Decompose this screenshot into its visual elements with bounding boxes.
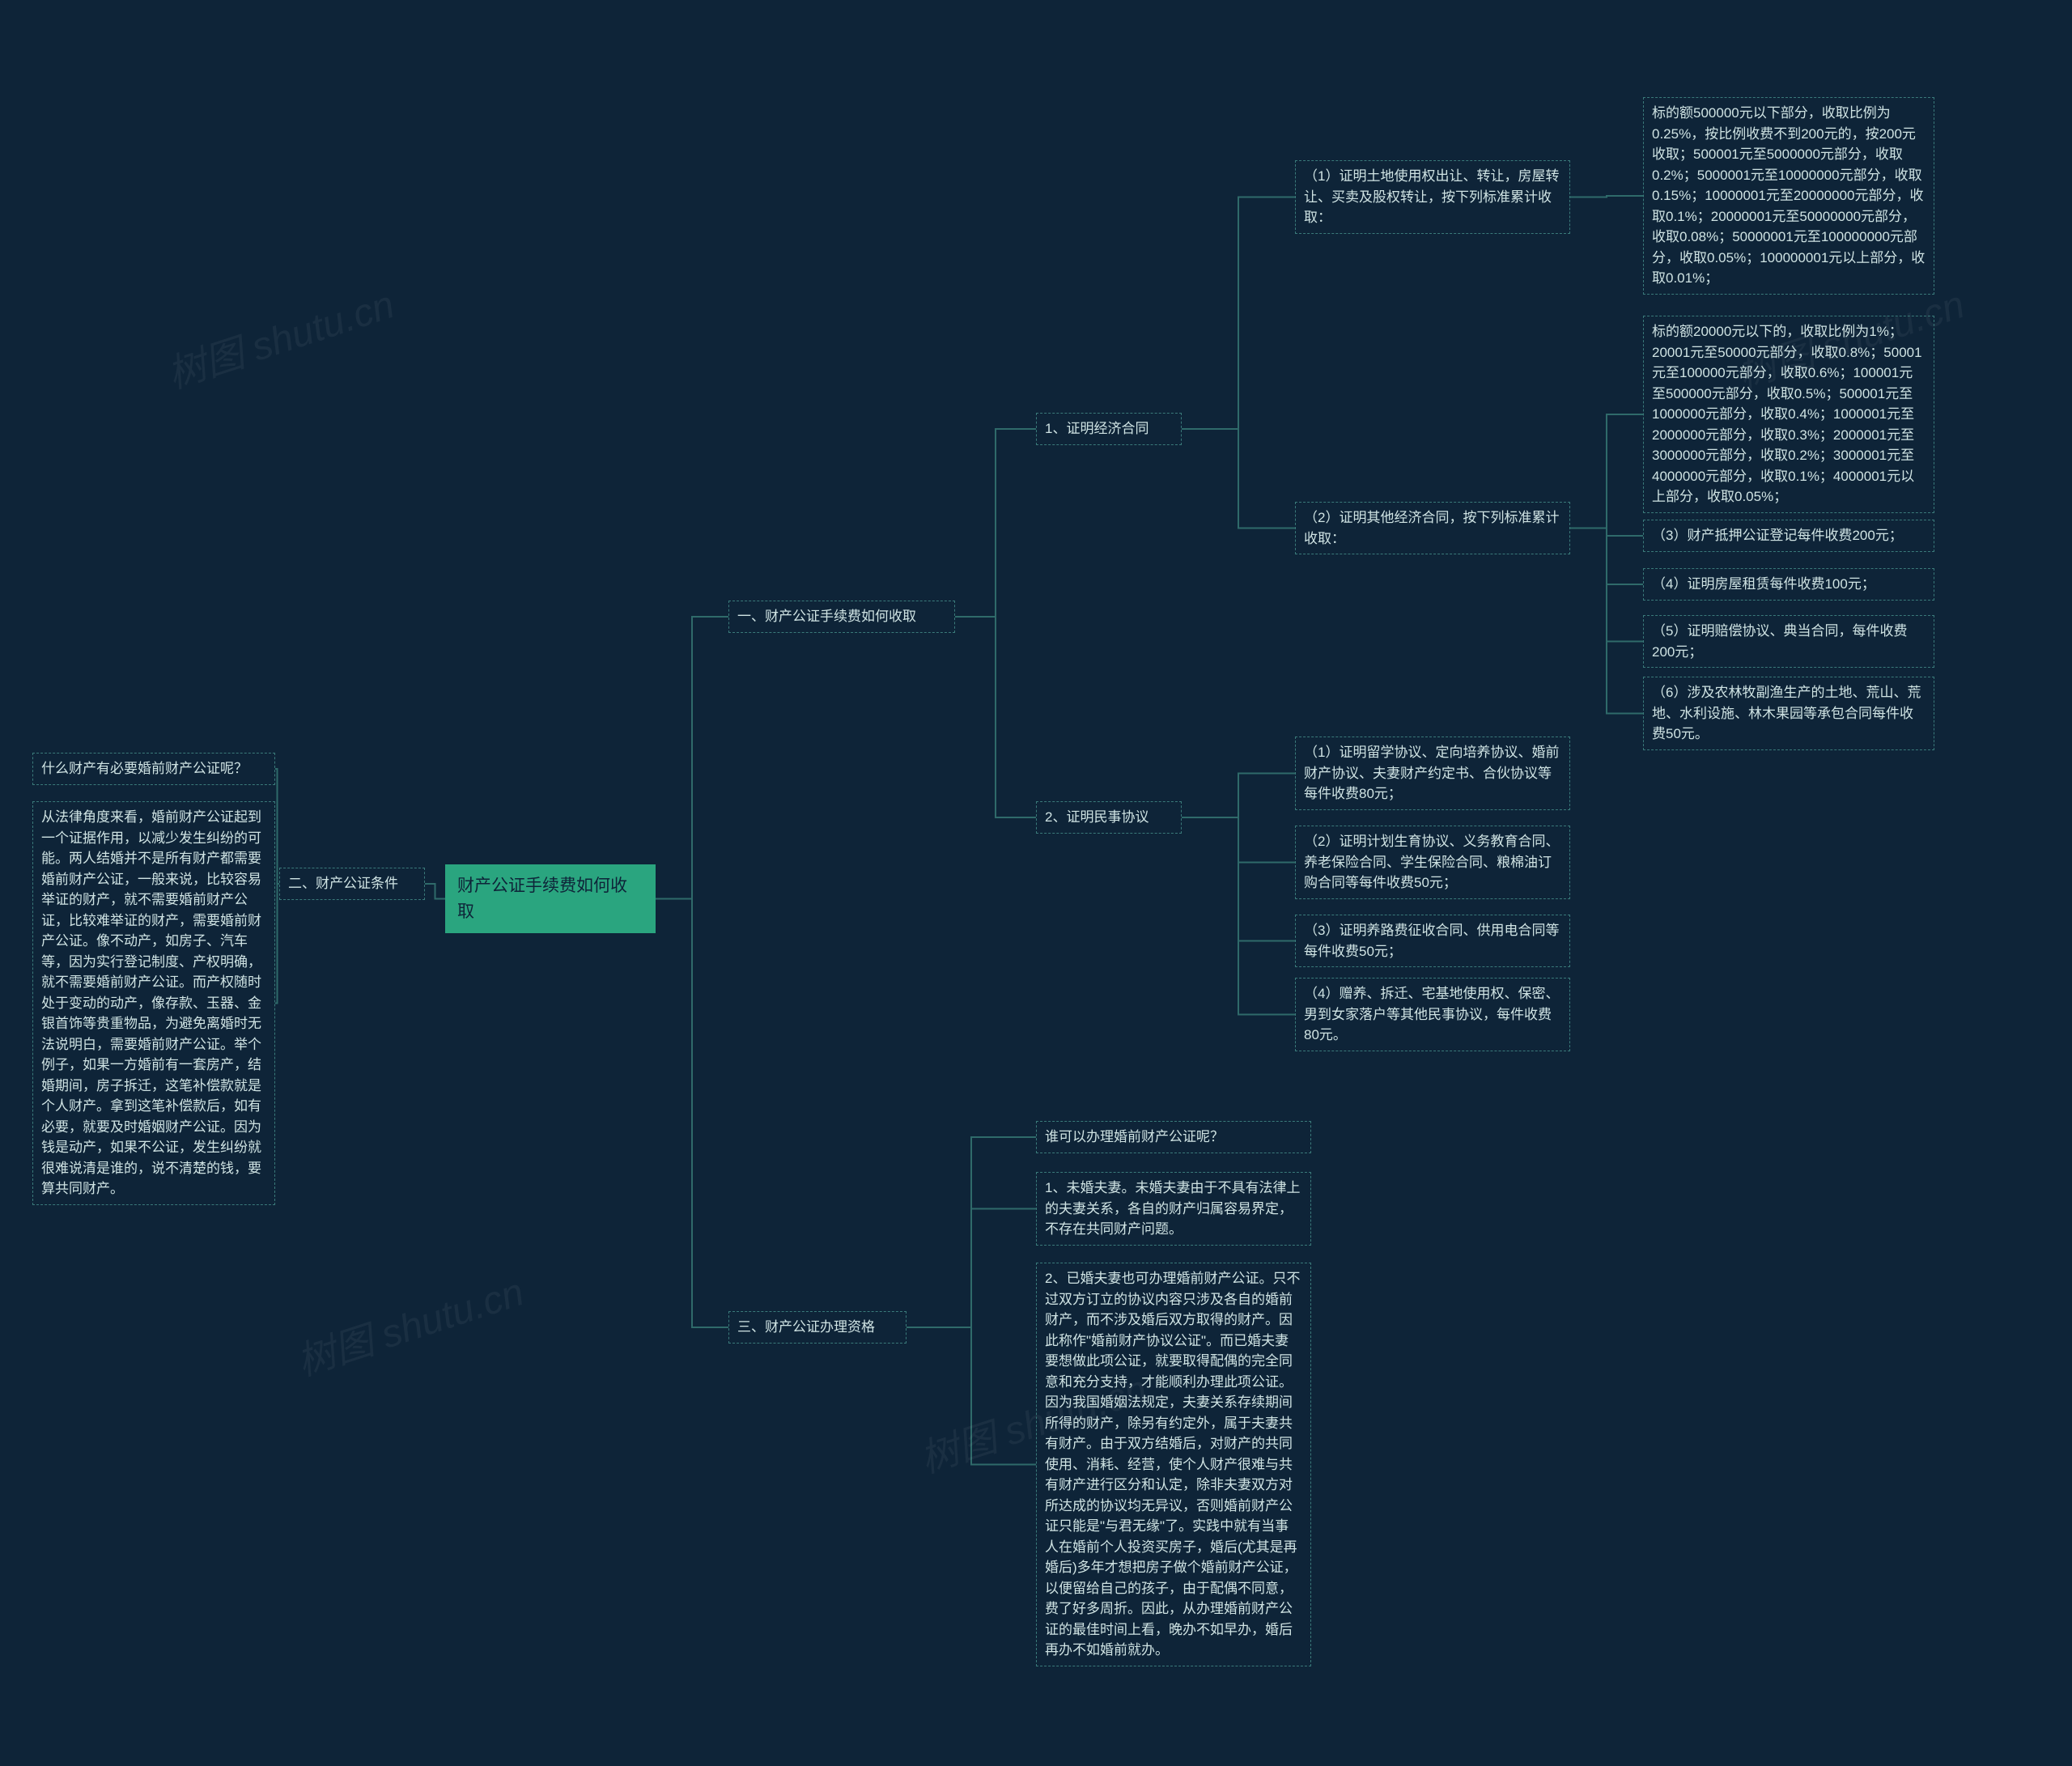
node-s1a2c5: （5）证明赔偿协议、典当合同，每件收费200元； [1643, 615, 1934, 668]
connector [906, 1137, 1036, 1327]
node-s1b1: （1）证明留学协议、定向培养协议、婚前财产协议、夫妻财产约定书、合伙协议等每件收… [1295, 737, 1570, 810]
connector [955, 617, 1036, 817]
node-s3q: 谁可以办理婚前财产公证呢？ [1036, 1121, 1311, 1153]
node-s1a2: （2）证明其他经济合同，按下列标准累计收取： [1295, 502, 1570, 554]
connector [906, 1209, 1036, 1328]
watermark: 树图 shutu.cn [159, 273, 400, 399]
node-s1a2c4: （4）证明房屋租赁每件收费100元； [1643, 568, 1934, 601]
node-s3b: 2、已婚夫妻也可办理婚前财产公证。只不过双方订立的协议内容只涉及各自的婚前财产，… [1036, 1263, 1311, 1666]
connector [1570, 529, 1643, 585]
connector [425, 884, 445, 899]
node-s2: 二、财产公证条件 [279, 868, 425, 900]
connector [275, 769, 279, 884]
connector [275, 884, 279, 1004]
connector [1182, 197, 1295, 430]
connector [1182, 817, 1295, 941]
node-s1: 一、财产公证手续费如何收取 [728, 601, 955, 633]
connector [1570, 196, 1643, 197]
watermark: 树图 shutu.cn [288, 1260, 529, 1386]
connector [1182, 774, 1295, 818]
node-s3a: 1、未婚夫妻。未婚夫妻由于不具有法律上的夫妻关系，各自的财产归属容易界定，不存在… [1036, 1172, 1311, 1246]
node-s1a2c3: （3）财产抵押公证登记每件收费200元； [1643, 520, 1934, 552]
node-s2d: 从法律角度来看，婚前财产公证起到一个证据作用，以减少发生纠纷的可能。两人结婚并不… [32, 801, 275, 1205]
connector [656, 899, 728, 1328]
node-s1b2: （2）证明计划生育协议、义务教育合同、养老保险合同、学生保险合同、粮棉油订购合同… [1295, 826, 1570, 899]
connector [1570, 414, 1643, 529]
node-s1a2d: 标的额20000元以下的，收取比例为1%；20001元至50000元部分，收取0… [1643, 316, 1934, 513]
node-s1a1: （1）证明土地使用权出让、转让，房屋转让、买卖及股权转让，按下列标准累计收取： [1295, 160, 1570, 234]
connector [1182, 429, 1295, 529]
connector [1182, 817, 1295, 1015]
connector [955, 429, 1036, 617]
node-s1a1d: 标的额500000元以下部分，收取比例为0.25%，按比例收费不到200元的，按… [1643, 97, 1934, 295]
node-s1b3: （3）证明养路费征收合同、供用电合同等每件收费50元； [1295, 915, 1570, 967]
node-s1b4: （4）赠养、拆迁、宅基地使用权、保密、男到女家落户等其他民事协议，每件收费80元… [1295, 978, 1570, 1051]
node-s1a: 1、证明经济合同 [1036, 413, 1182, 445]
node-s3: 三、财产公证办理资格 [728, 1311, 906, 1344]
connector [1570, 529, 1643, 537]
connector [1182, 817, 1295, 863]
connector [656, 617, 728, 899]
connector [1570, 529, 1643, 714]
node-s1a2c6: （6）涉及农林牧副渔生产的土地、荒山、荒地、水利设施、林木果园等承包合同每件收费… [1643, 677, 1934, 750]
node-s1b: 2、证明民事协议 [1036, 801, 1182, 834]
root-node: 财产公证手续费如何收取 [445, 864, 656, 933]
mindmap-canvas: 树图 shutu.cn树图 shutu.cn树图 shutu.cn树图 shut… [0, 0, 2072, 1766]
connector [1570, 529, 1643, 642]
connector [906, 1327, 1036, 1465]
node-s2q: 什么财产有必要婚前财产公证呢？ [32, 753, 275, 785]
